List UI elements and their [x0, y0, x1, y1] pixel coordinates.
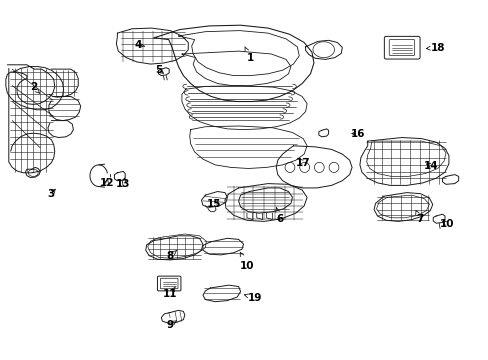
FancyBboxPatch shape [388, 40, 414, 55]
Text: 6: 6 [275, 207, 283, 224]
Text: 1: 1 [244, 47, 253, 63]
Text: 3: 3 [48, 189, 55, 199]
Text: 14: 14 [423, 161, 438, 171]
Text: 7: 7 [415, 210, 423, 224]
Text: 10: 10 [239, 252, 254, 271]
Text: 17: 17 [295, 158, 310, 168]
Text: 10: 10 [439, 219, 454, 229]
Text: 12: 12 [99, 178, 114, 188]
Text: 2: 2 [30, 82, 40, 93]
Text: 9: 9 [166, 320, 176, 330]
FancyBboxPatch shape [157, 276, 181, 291]
Text: 4: 4 [134, 40, 144, 50]
Text: 13: 13 [116, 178, 130, 189]
FancyBboxPatch shape [160, 278, 178, 289]
Text: 5: 5 [155, 65, 163, 75]
Text: 18: 18 [426, 42, 444, 53]
Text: 11: 11 [163, 287, 177, 300]
Text: 8: 8 [166, 251, 176, 261]
FancyBboxPatch shape [384, 36, 419, 59]
Text: 16: 16 [350, 129, 365, 139]
Text: 15: 15 [206, 199, 221, 210]
Text: 19: 19 [244, 293, 262, 303]
